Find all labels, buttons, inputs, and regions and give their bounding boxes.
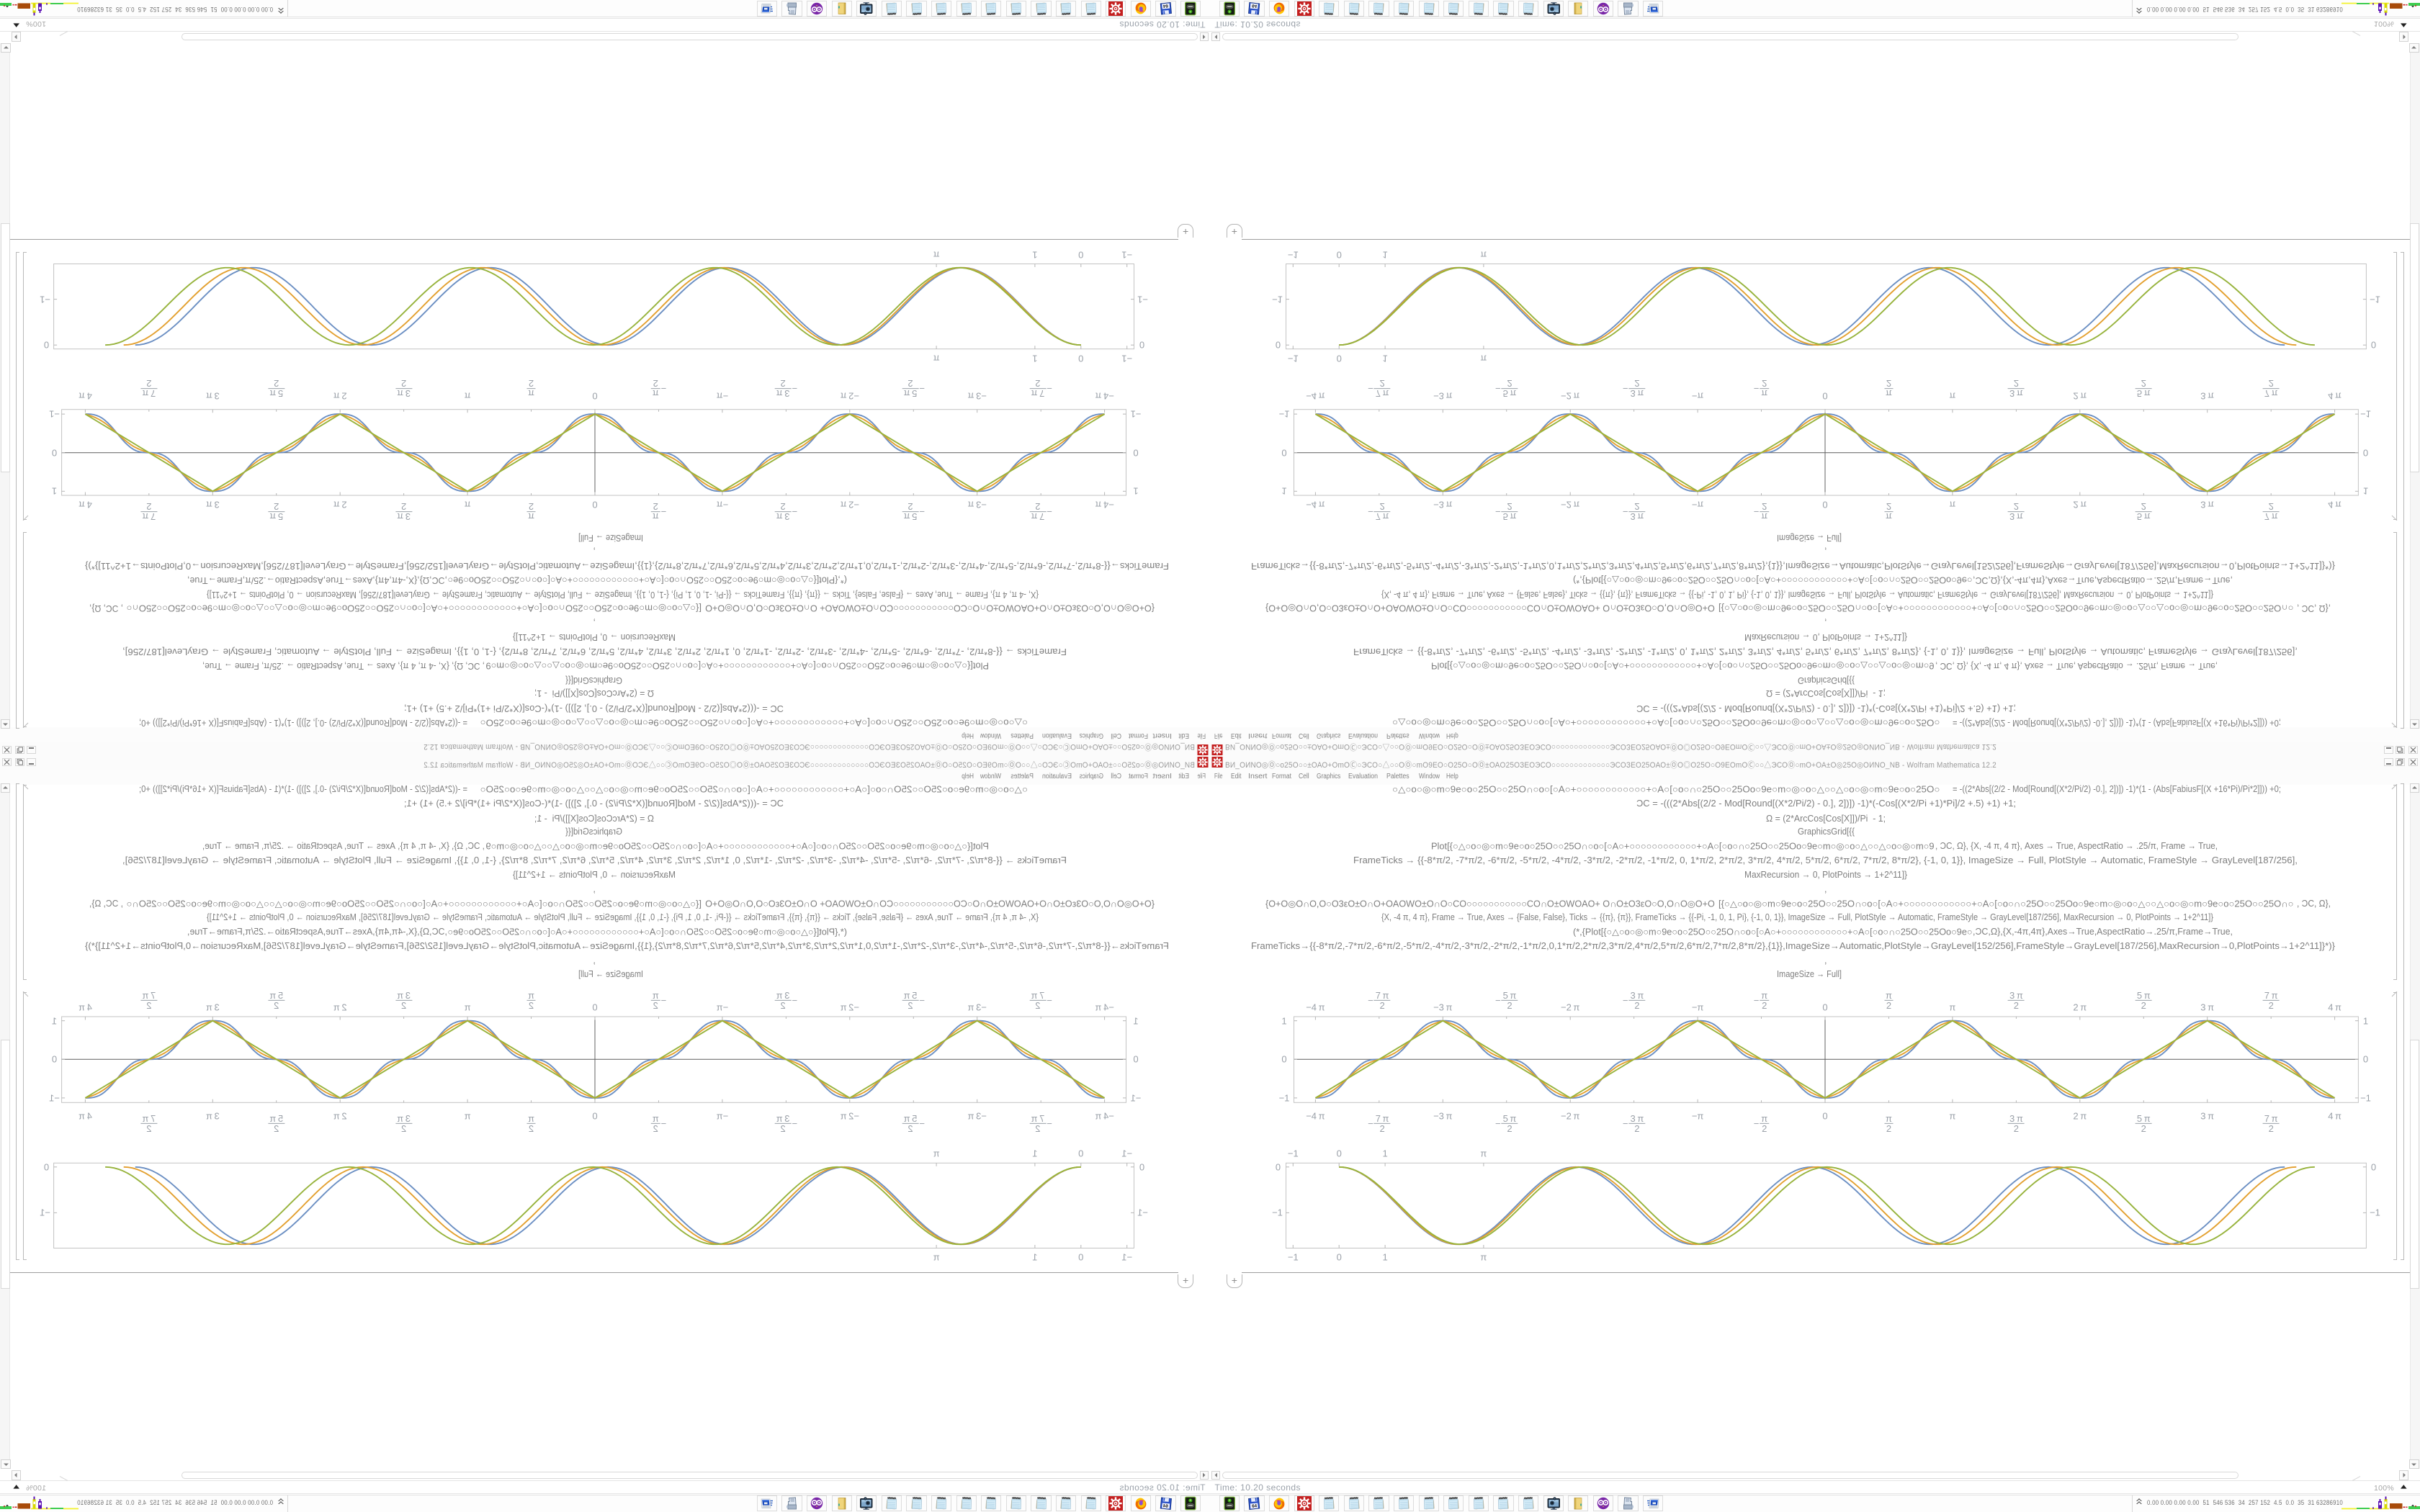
svg-text:64: 64 bbox=[1162, 1503, 1168, 1509]
svg-text:64: 64 bbox=[1252, 1503, 1258, 1509]
svg-text:64: 64 bbox=[1162, 3, 1168, 9]
svg-text:64: 64 bbox=[1252, 3, 1258, 9]
